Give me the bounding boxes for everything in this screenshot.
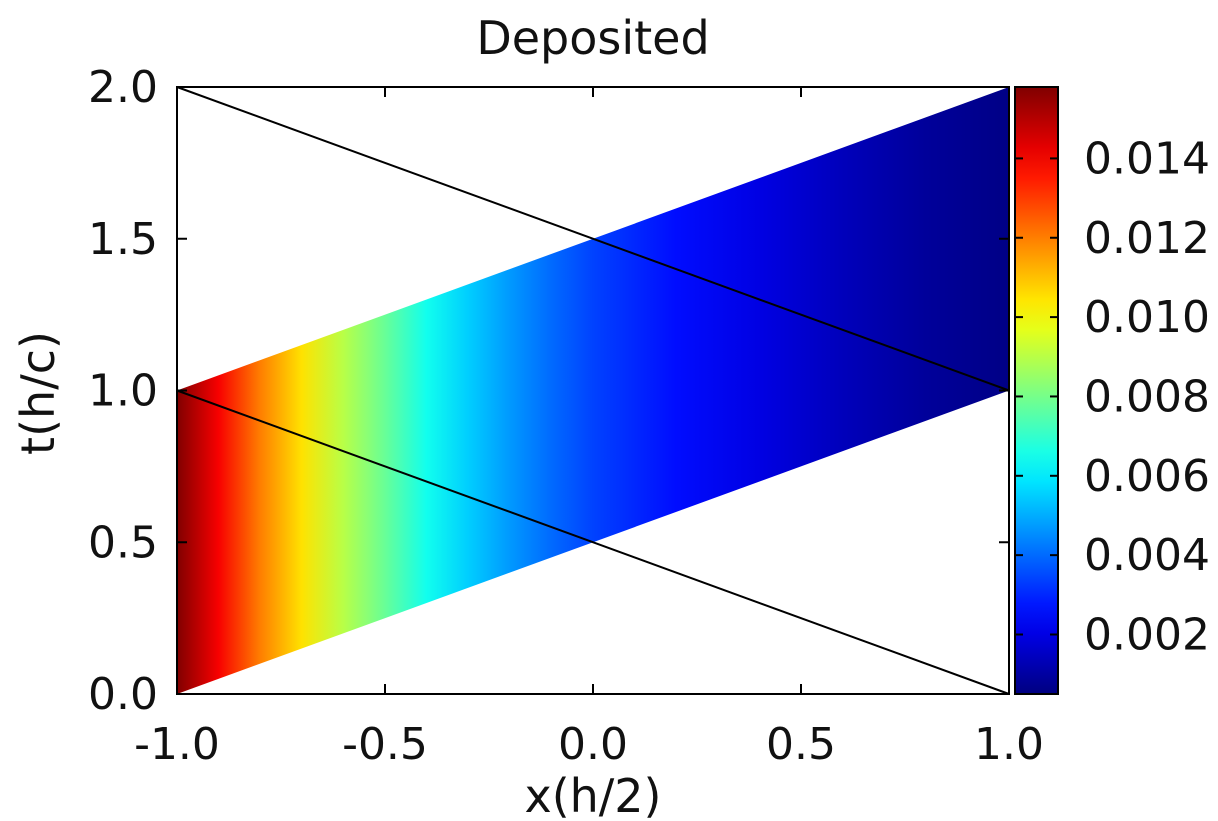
x-tick-label: 0.5 <box>766 719 836 770</box>
y-tick-label: 1.0 <box>88 366 158 417</box>
colorbar-tick-label: 0.010 <box>1084 292 1210 343</box>
y-tick-label: 2.0 <box>88 62 158 113</box>
y-tick-label: 0.0 <box>88 669 158 720</box>
y-tick-label: 0.5 <box>88 517 158 568</box>
characteristic-line-1 <box>176 86 1010 392</box>
colorbar-tick-label: 0.008 <box>1084 371 1210 422</box>
x-axis-ticks: -1.0 -0.5 0.0 0.5 1.0 <box>134 87 1044 770</box>
chart-title: Deposited <box>476 11 709 65</box>
colorbar-scale <box>1014 86 1059 695</box>
x-tick-label: -0.5 <box>342 719 428 770</box>
colorbar: 0.002 0.004 0.006 0.008 0.010 0.012 0.014 <box>1014 86 1210 695</box>
colorbar-tick-label: 0.012 <box>1084 213 1210 264</box>
colorbar-tick-label: 0.006 <box>1084 451 1210 502</box>
x-axis-label: x(h/2) <box>524 769 661 821</box>
x-tick-label: 0.0 <box>558 719 628 770</box>
plot-area <box>176 86 1010 695</box>
colorbar-tick-label: 0.014 <box>1084 133 1210 184</box>
x-tick-label: 1.0 <box>974 719 1044 770</box>
y-axis-ticks: 0.0 0.5 1.0 1.5 2.0 <box>88 62 1009 720</box>
colorbar-tick-label: 0.002 <box>1084 609 1210 660</box>
x-tick-label: -1.0 <box>134 719 220 770</box>
colorbar-tick-label: 0.004 <box>1084 530 1210 581</box>
characteristic-line-2 <box>176 389 1010 695</box>
deposited-band <box>177 87 1009 694</box>
y-axis-label: t(h/c) <box>11 331 65 455</box>
y-tick-label: 1.5 <box>88 214 158 265</box>
